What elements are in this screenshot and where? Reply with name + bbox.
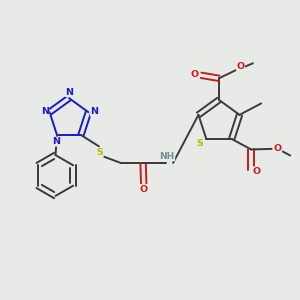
Text: O: O — [253, 167, 261, 176]
Text: O: O — [274, 144, 282, 153]
Text: O: O — [236, 62, 245, 71]
Text: O: O — [191, 70, 199, 79]
Text: O: O — [140, 185, 148, 194]
Text: S: S — [97, 148, 103, 157]
Text: N: N — [41, 107, 49, 116]
Text: N: N — [65, 88, 73, 97]
Text: S: S — [196, 139, 203, 148]
Text: NH: NH — [160, 152, 175, 161]
Text: N: N — [90, 107, 98, 116]
Text: N: N — [52, 137, 60, 146]
